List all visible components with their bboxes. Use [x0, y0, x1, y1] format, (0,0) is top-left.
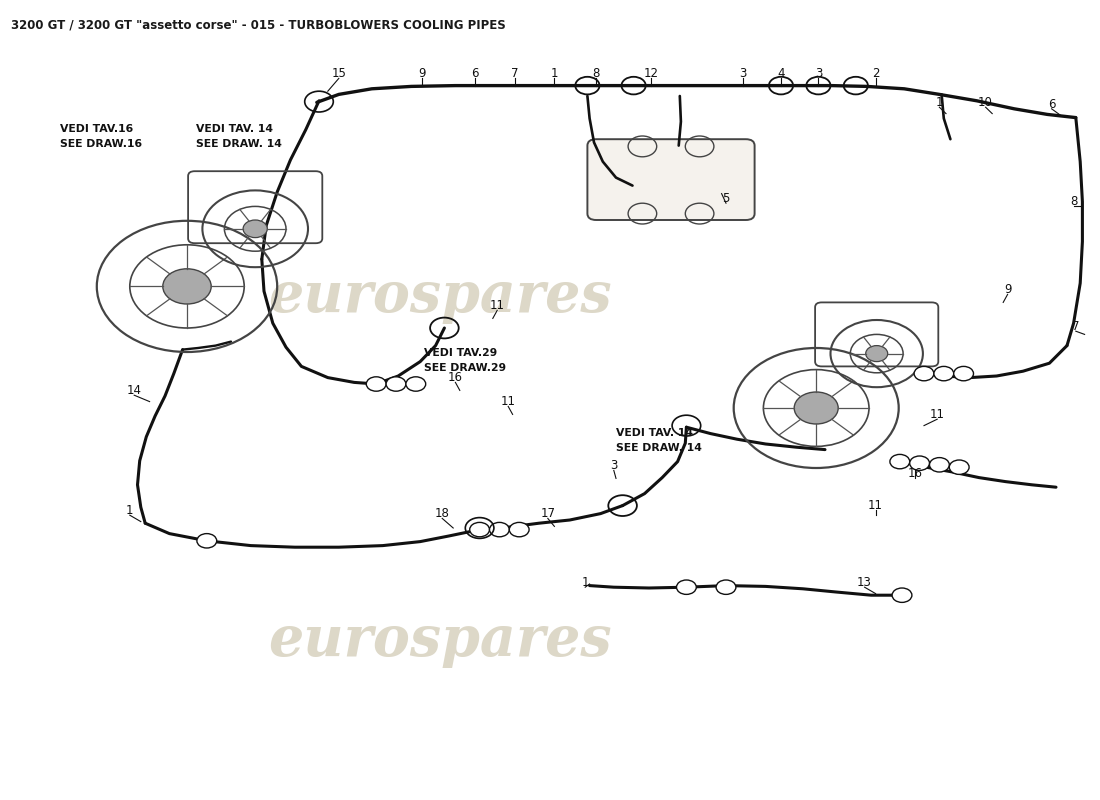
Circle shape	[366, 377, 386, 391]
Circle shape	[676, 580, 696, 594]
Text: 16: 16	[908, 467, 923, 480]
Text: VEDI TAV.29
SEE DRAW.29: VEDI TAV.29 SEE DRAW.29	[424, 348, 506, 373]
Text: 7: 7	[512, 67, 518, 80]
Circle shape	[490, 522, 509, 537]
Text: 11: 11	[500, 395, 516, 408]
Text: 1: 1	[582, 576, 588, 589]
Text: 6: 6	[1048, 98, 1055, 110]
Text: VEDI TAV. 14
SEE DRAW. 14: VEDI TAV. 14 SEE DRAW. 14	[616, 428, 702, 453]
Text: 17: 17	[540, 507, 556, 520]
Text: eurospares: eurospares	[268, 269, 612, 323]
Text: 11: 11	[490, 299, 505, 312]
Text: 3: 3	[739, 67, 746, 80]
Text: 15: 15	[331, 67, 346, 80]
Text: 9: 9	[1004, 283, 1011, 296]
Text: 7: 7	[1072, 320, 1079, 333]
Text: VEDI TAV. 14
SEE DRAW. 14: VEDI TAV. 14 SEE DRAW. 14	[196, 124, 282, 149]
Text: 6: 6	[472, 67, 478, 80]
Circle shape	[163, 269, 211, 304]
Text: 11: 11	[930, 408, 945, 421]
Text: 9: 9	[419, 67, 426, 80]
Circle shape	[794, 392, 838, 424]
Text: 11: 11	[868, 499, 883, 512]
Text: 5: 5	[723, 192, 729, 205]
Text: 8: 8	[1070, 195, 1077, 208]
Circle shape	[406, 377, 426, 391]
Text: 2: 2	[872, 67, 879, 80]
Text: 16: 16	[448, 371, 463, 384]
Circle shape	[914, 366, 934, 381]
Text: 3: 3	[815, 67, 822, 80]
Circle shape	[949, 460, 969, 474]
Circle shape	[243, 220, 267, 238]
Text: 14: 14	[126, 384, 142, 397]
Circle shape	[890, 454, 910, 469]
Text: eurospares: eurospares	[268, 613, 612, 667]
Circle shape	[934, 366, 954, 381]
Text: 8: 8	[593, 67, 600, 80]
Text: 3200 GT / 3200 GT "assetto corse" - 015 - TURBOBLOWERS COOLING PIPES: 3200 GT / 3200 GT "assetto corse" - 015 …	[11, 18, 506, 31]
Circle shape	[930, 458, 949, 472]
Text: 13: 13	[857, 576, 872, 589]
Circle shape	[197, 534, 217, 548]
Text: 1: 1	[551, 67, 558, 80]
FancyBboxPatch shape	[587, 139, 755, 220]
Text: 1: 1	[126, 504, 133, 517]
Circle shape	[716, 580, 736, 594]
Circle shape	[386, 377, 406, 391]
Circle shape	[892, 588, 912, 602]
Text: 4: 4	[778, 67, 784, 80]
Text: 10: 10	[978, 96, 993, 109]
Text: VEDI TAV.16
SEE DRAW.16: VEDI TAV.16 SEE DRAW.16	[60, 124, 143, 149]
Text: 12: 12	[644, 67, 659, 80]
Circle shape	[509, 522, 529, 537]
Text: 1: 1	[936, 96, 943, 109]
Text: 3: 3	[610, 459, 617, 472]
Circle shape	[954, 366, 974, 381]
Text: 18: 18	[434, 507, 450, 520]
Circle shape	[866, 346, 888, 362]
Circle shape	[470, 522, 490, 537]
Circle shape	[910, 456, 930, 470]
